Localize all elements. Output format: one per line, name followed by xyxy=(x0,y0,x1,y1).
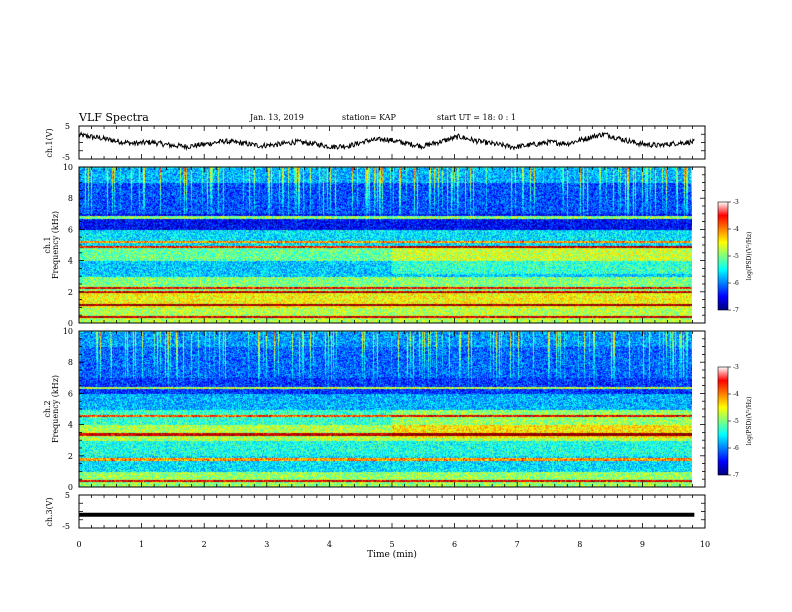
ch1-spectrogram-ylabel-channel: ch.1 xyxy=(43,236,52,253)
y-tick-label: 6 xyxy=(68,389,73,398)
y-tick-label: 2 xyxy=(68,288,73,297)
x-tick-label: 1 xyxy=(139,540,144,549)
ch1-colorbar xyxy=(717,201,729,311)
x-tick-label: 8 xyxy=(577,540,582,549)
ch1-ytick-bottom: -5 xyxy=(62,153,70,162)
colorbar-tick-label: -3 xyxy=(733,364,739,371)
ch3-ytick-bottom: -5 xyxy=(62,522,70,531)
x-axis-title: Time (min) xyxy=(367,549,417,560)
x-tick-label: 4 xyxy=(327,540,332,549)
colorbar-tick-label: -7 xyxy=(733,307,739,314)
ch3-ytick-top: 5 xyxy=(65,491,70,500)
x-tick-label: 6 xyxy=(452,540,457,549)
ch1-waveform-ylabel: ch.1(V) xyxy=(45,128,54,157)
ch1-colorbar-label: log(PSD)(V²/Hz) xyxy=(746,232,753,281)
colorbar-tick-label: -7 xyxy=(733,472,739,479)
chart-title: VLF Spectra xyxy=(79,111,149,124)
colorbar-tick-label: -4 xyxy=(733,226,739,233)
ch2-colorbar xyxy=(717,366,729,476)
y-tick-label: 6 xyxy=(68,225,73,234)
x-tick-label: 9 xyxy=(640,540,645,549)
ch2-spectrogram-ylabel-channel: ch.2 xyxy=(43,400,52,417)
y-tick-label: 4 xyxy=(68,421,73,430)
x-tick-label: 5 xyxy=(389,540,394,549)
ch2-colorbar-label: log(PSD)(V²/Hz) xyxy=(746,397,753,446)
colorbar-tick-label: -3 xyxy=(733,199,739,206)
ch1-ytick-top: 5 xyxy=(65,122,70,131)
y-tick-label: 8 xyxy=(68,194,73,203)
colorbar-tick-label: -4 xyxy=(733,391,739,398)
ch2-spectrogram-ylabel-frequency: Frequency (kHz) xyxy=(51,375,60,443)
start-time-label: start UT = 18: 0 : 1 xyxy=(437,113,516,122)
ch1-waveform-line xyxy=(78,131,695,151)
station-label: station= KAP xyxy=(342,113,396,122)
y-tick-label: 0 xyxy=(68,483,73,492)
ch1-spectrogram-ylabel-frequency: Frequency (kHz) xyxy=(51,211,60,279)
colorbar-tick-label: -5 xyxy=(733,253,739,260)
colorbar-tick-label: -6 xyxy=(733,445,739,452)
x-tick-label: 3 xyxy=(264,540,269,549)
y-tick-label: 8 xyxy=(68,358,73,367)
x-tick-label: 2 xyxy=(202,540,207,549)
ch1-spectrogram-image xyxy=(79,167,692,323)
y-tick-label: 2 xyxy=(68,452,73,461)
date-label: Jan. 13, 2019 xyxy=(250,113,304,122)
y-tick-label: 4 xyxy=(68,257,73,266)
x-tick-label: 0 xyxy=(76,540,81,549)
colorbar-tick-label: -6 xyxy=(733,280,739,287)
ch1-spectrogram-frame xyxy=(78,166,706,324)
colorbar-tick-label: -5 xyxy=(733,418,739,425)
x-tick-label: 7 xyxy=(515,540,520,549)
x-tick-label: 10 xyxy=(700,540,710,549)
ch3-waveform-ylabel: ch.3(V) xyxy=(45,497,54,526)
y-tick-label: 10 xyxy=(63,327,73,336)
y-tick-label: 10 xyxy=(63,163,73,172)
ch2-spectrogram-image xyxy=(79,331,692,487)
ch2-spectrogram-frame xyxy=(78,330,706,488)
y-tick-label: 0 xyxy=(68,319,73,328)
